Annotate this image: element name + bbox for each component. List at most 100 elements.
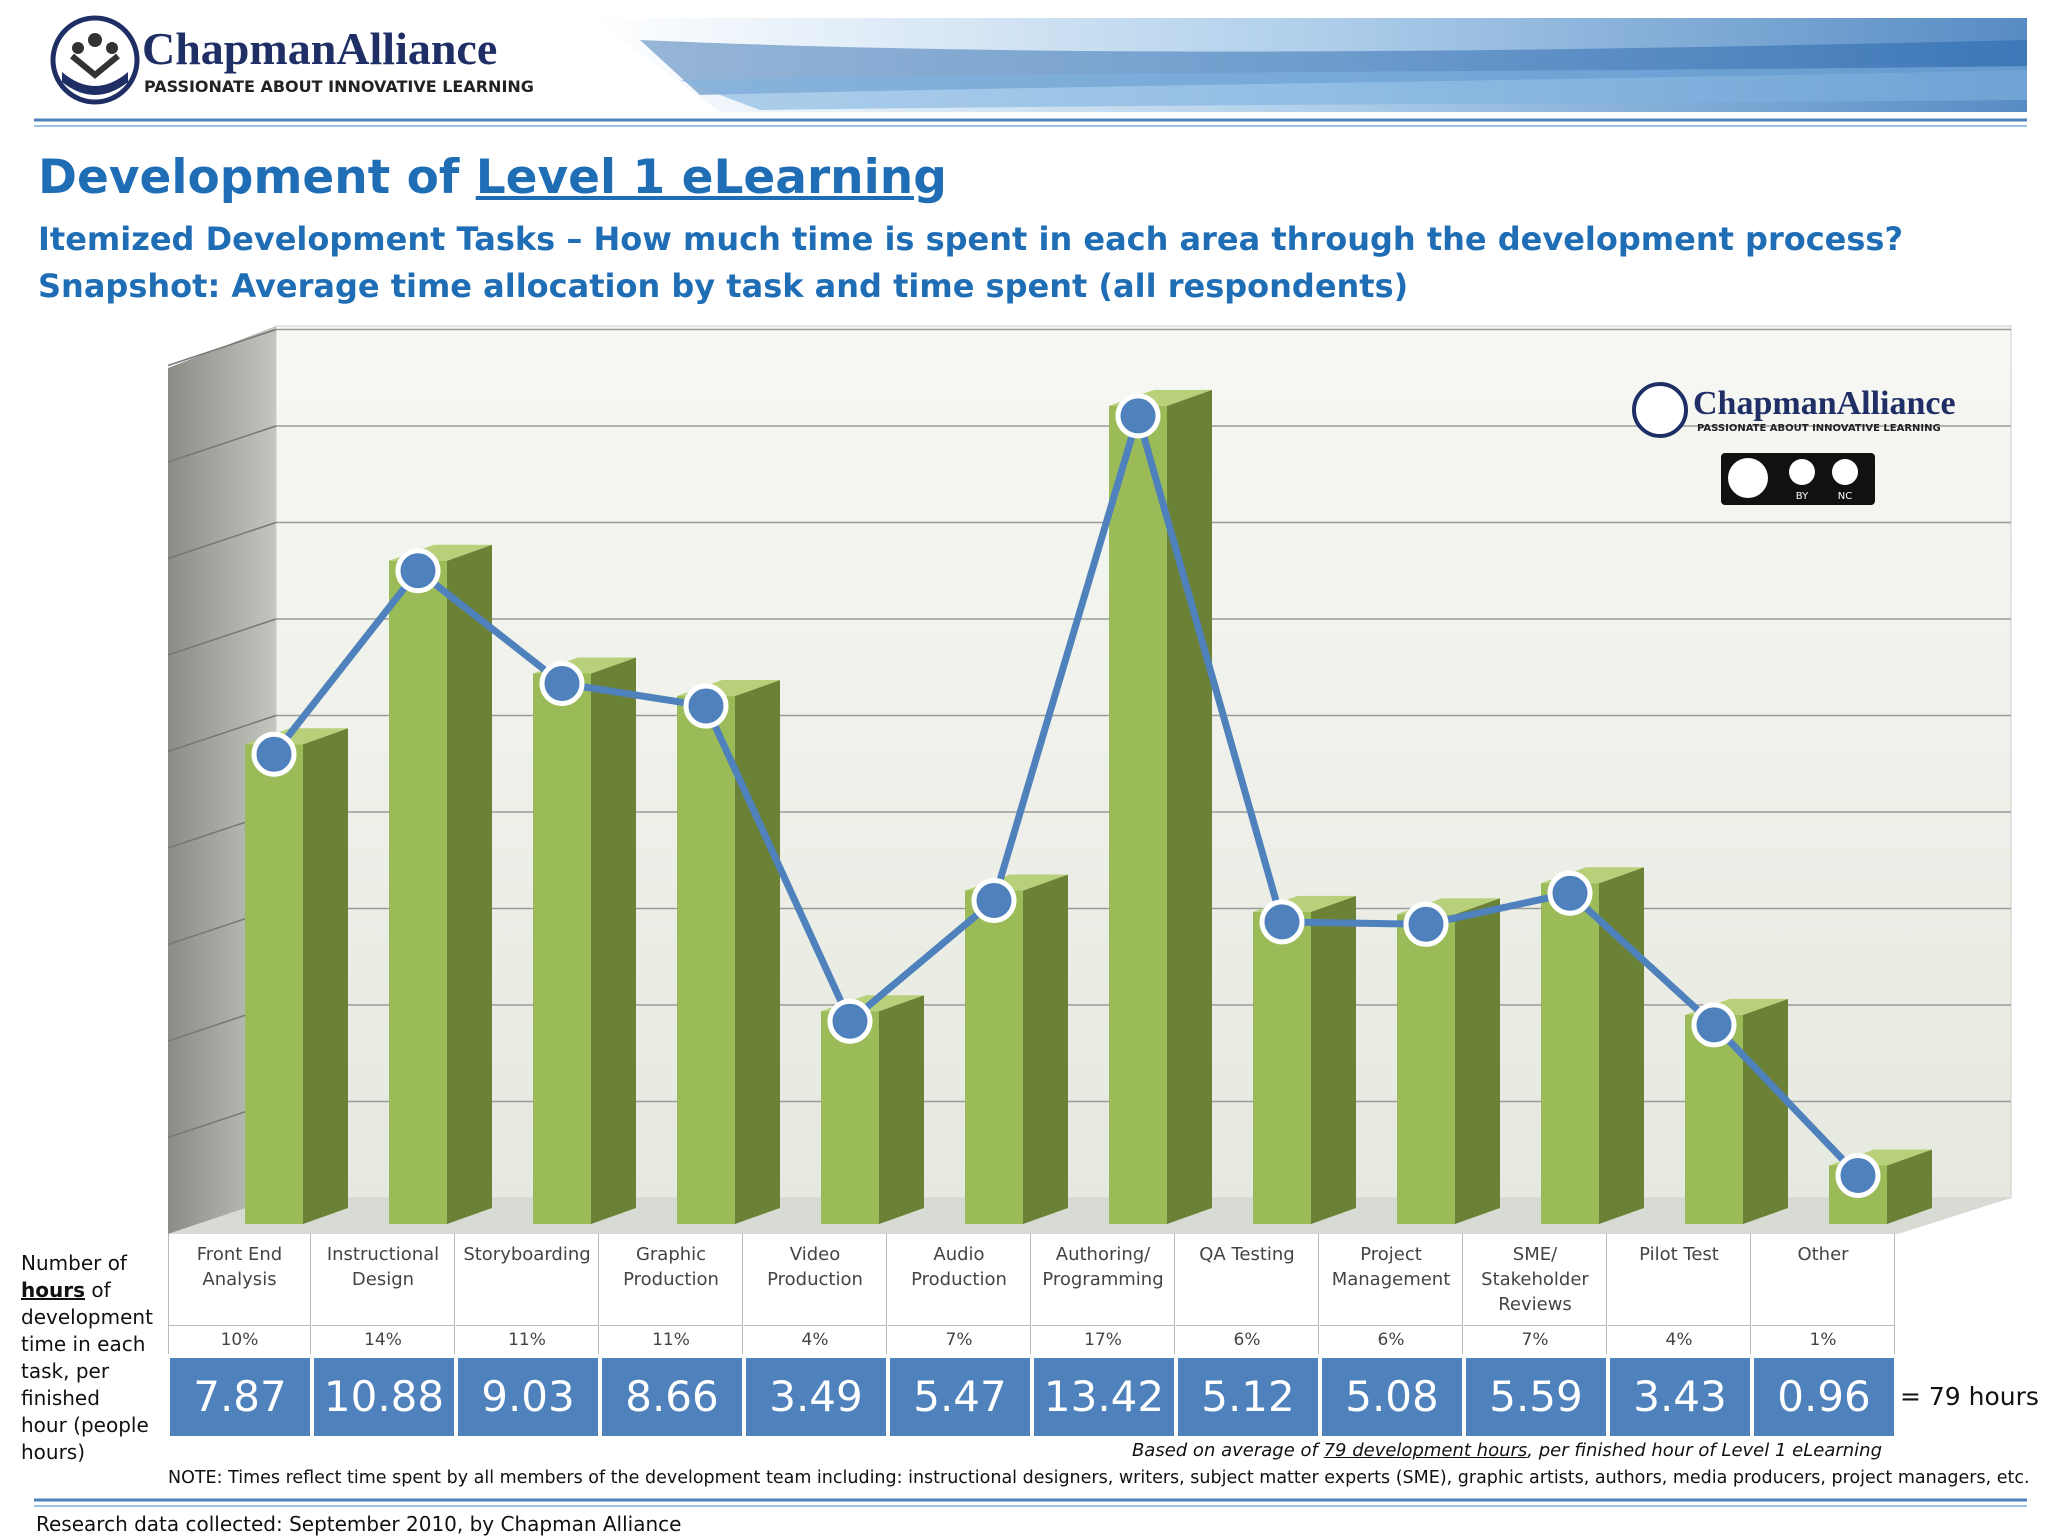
basis-note: Based on average of 79 development hours… xyxy=(1132,1440,1882,1461)
category-label: Storyboarding xyxy=(456,1234,599,1325)
line-point xyxy=(1259,899,1305,945)
share-label: 7% xyxy=(1464,1325,1607,1354)
line-point xyxy=(827,998,873,1044)
category-label: QA Testing xyxy=(1176,1234,1319,1325)
bar xyxy=(1109,405,1167,1224)
category-label: Pilot Test xyxy=(1608,1234,1751,1325)
bar xyxy=(821,1011,879,1224)
bar-side xyxy=(591,657,636,1224)
bar-side xyxy=(1887,1149,1932,1224)
share-label: 17% xyxy=(1032,1325,1175,1354)
bar-side xyxy=(1167,389,1212,1224)
share-label: 11% xyxy=(456,1325,599,1354)
bar-side xyxy=(879,995,924,1224)
value-label: 5.59 xyxy=(1466,1358,1606,1436)
category-label: Graphic Production xyxy=(600,1234,743,1325)
subtitle: Itemized Development Tasks – How much ti… xyxy=(38,220,1904,258)
title-emphasis: Level 1 eLearning xyxy=(475,150,947,205)
category-label: Instructional Design xyxy=(312,1234,455,1325)
line-point xyxy=(1691,1002,1737,1048)
license-nc: NC xyxy=(1838,491,1852,502)
category-label: Front End Analysis xyxy=(168,1234,311,1325)
wall-line xyxy=(167,714,277,753)
share-label: 14% xyxy=(312,1325,455,1354)
line-point xyxy=(1547,870,1593,916)
wall-line xyxy=(167,521,277,560)
category-label: Audio Production xyxy=(888,1234,1031,1325)
note: NOTE: Times reflect time spent by all me… xyxy=(168,1468,2030,1488)
line-point xyxy=(1835,1152,1881,1198)
line-point xyxy=(1115,393,1161,439)
line-point xyxy=(1403,901,1449,947)
share-label: 6% xyxy=(1176,1325,1319,1354)
bar-side xyxy=(1599,867,1644,1224)
share-label: 7% xyxy=(888,1325,1031,1354)
share-label: 6% xyxy=(1320,1325,1463,1354)
bar-side xyxy=(1743,998,1788,1224)
basis-note-text: Based on average of xyxy=(1131,1440,1318,1461)
watermark-name: ChapmanAlliance xyxy=(1693,385,1956,422)
basis-note-text: , per finished hour of Level 1 eLearning xyxy=(1527,1440,1882,1461)
license-by: BY xyxy=(1796,491,1809,502)
snapshot: Snapshot: Average time allocation by tas… xyxy=(38,267,1409,305)
value-label: 10.88 xyxy=(314,1358,454,1436)
bar xyxy=(677,696,735,1224)
value-label: 8.66 xyxy=(602,1358,742,1436)
watermark-tagline: PASSIONATE ABOUT INNOVATIVE LEARNING xyxy=(1697,423,1941,434)
wall-line xyxy=(167,425,277,463)
category-label: Video Production xyxy=(744,1234,887,1325)
bar-side xyxy=(1455,898,1500,1224)
value-label: 0.96 xyxy=(1754,1358,1894,1436)
line-point xyxy=(971,878,1017,924)
share-label: 11% xyxy=(600,1325,743,1354)
value-label: 3.43 xyxy=(1610,1358,1750,1436)
bar xyxy=(389,560,447,1224)
line xyxy=(271,412,1861,1178)
category-label: Project Management xyxy=(1320,1234,1463,1325)
footer: Research data collected: September 2010,… xyxy=(36,1512,682,1536)
share-label: 1% xyxy=(1752,1325,1895,1354)
basis-note-emphasis: 79 development hours xyxy=(1323,1440,1528,1461)
logo-name: ChapmanAlliance xyxy=(142,23,497,74)
logo: ChapmanAlliance PASSIONATE ABOUT INNOVAT… xyxy=(50,15,534,105)
bar xyxy=(965,890,1023,1224)
share-label: 10% xyxy=(168,1325,311,1354)
line-point xyxy=(683,683,729,729)
axis-note: Number of hours of development time in e… xyxy=(21,1250,153,1466)
line-point xyxy=(539,660,585,706)
bar xyxy=(1253,911,1311,1224)
bar-side xyxy=(447,544,492,1224)
bar xyxy=(1541,883,1599,1224)
axis-note-emphasis: hours xyxy=(21,1278,85,1302)
wall-line xyxy=(167,618,277,656)
bar-side xyxy=(1023,874,1068,1224)
wall-line xyxy=(167,328,277,367)
bar xyxy=(533,673,591,1224)
value-label: 9.03 xyxy=(458,1358,598,1436)
value-label: 13.42 xyxy=(1034,1358,1174,1436)
bar xyxy=(245,744,303,1224)
share-label: 4% xyxy=(744,1325,887,1354)
value-label: 5.12 xyxy=(1178,1358,1318,1436)
value-label: 5.08 xyxy=(1322,1358,1462,1436)
value-label: 5.47 xyxy=(890,1358,1030,1436)
category-label: SME/ Stakeholder Reviews xyxy=(1464,1234,1607,1325)
banner xyxy=(592,18,2027,112)
bar xyxy=(1397,914,1455,1224)
axis-note-text: of development time in each task, per fi… xyxy=(21,1278,153,1464)
bar-side xyxy=(735,680,780,1224)
line-point xyxy=(395,548,441,594)
value-label: 3.49 xyxy=(746,1358,886,1436)
category-label: Other xyxy=(1752,1234,1895,1325)
watermark: ChapmanAlliance PASSIONATE ABOUT INNOVAT… xyxy=(1632,382,1956,505)
total-label: = 79 hours xyxy=(1900,1382,2039,1411)
bar-side xyxy=(1311,895,1356,1224)
bar-side xyxy=(303,728,348,1224)
bars xyxy=(245,389,1932,1224)
line-point xyxy=(251,731,297,777)
logo-tagline: PASSIONATE ABOUT INNOVATIVE LEARNING xyxy=(144,77,534,96)
axis-note-text: Number of xyxy=(21,1251,127,1275)
value-label: 7.87 xyxy=(170,1358,310,1436)
